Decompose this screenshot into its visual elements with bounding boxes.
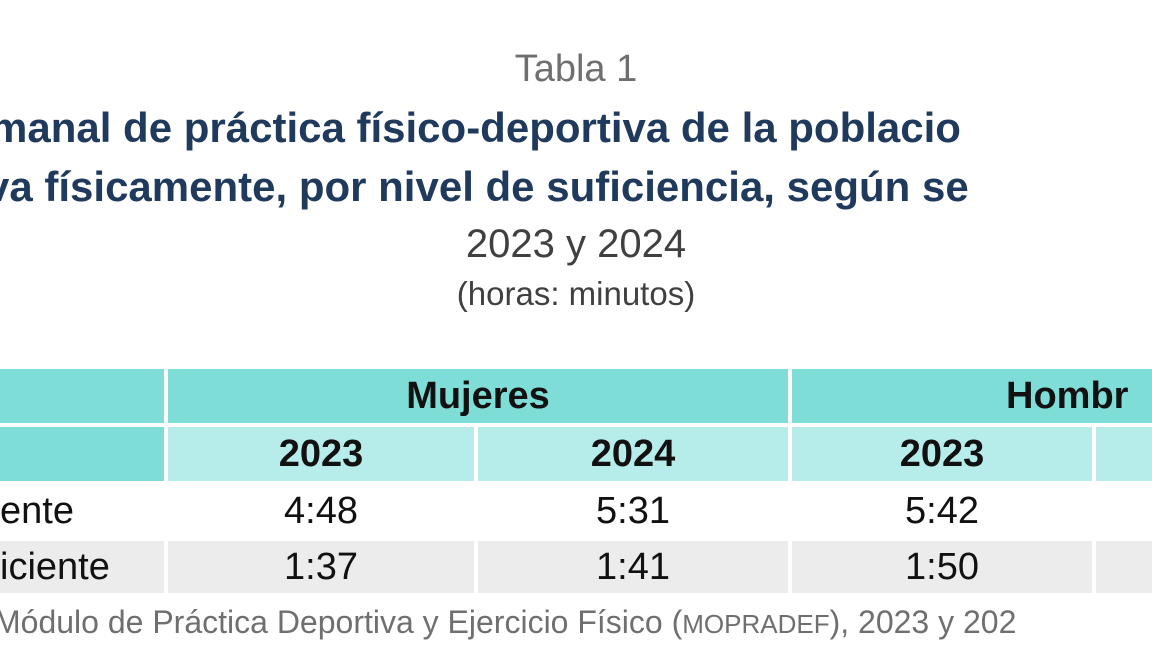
table-title-line-1: manal de práctica físico-deportiva de la… bbox=[0, 104, 961, 151]
row-label-insufficient: iciente bbox=[0, 541, 164, 593]
source-prefix: Módulo de Práctica Deportiva y Ejercicio… bbox=[0, 604, 683, 640]
source-acronym: MOPRADEF bbox=[682, 609, 830, 639]
cell-men-2023-sufficient: 5:42 bbox=[792, 485, 1092, 537]
cell-men-2024-insufficient bbox=[1096, 541, 1152, 593]
group-header-women: Mujeres bbox=[168, 369, 788, 423]
year-header-men-2024 bbox=[1096, 427, 1152, 481]
header-corner-2 bbox=[0, 427, 164, 481]
year-header-men-2023: 2023 bbox=[792, 427, 1092, 481]
cell-women-2023-insufficient: 1:37 bbox=[168, 541, 474, 593]
row-label-sufficient: ente bbox=[0, 485, 164, 537]
table-period: 2023 y 2024 bbox=[465, 222, 687, 266]
table-title-line-2: va físicamente, por nivel de suficiencia… bbox=[0, 163, 969, 210]
source-suffix: ), 2023 y 202 bbox=[829, 604, 1017, 640]
cell-women-2024-sufficient: 5:31 bbox=[478, 485, 788, 537]
table-units: (horas: minutos) bbox=[456, 275, 696, 312]
cell-men-2023-insufficient: 1:50 bbox=[792, 541, 1092, 593]
table-number: Tabla 1 bbox=[514, 48, 638, 90]
group-header-men: Hombr bbox=[792, 369, 1152, 423]
cell-men-2024-sufficient bbox=[1096, 485, 1152, 537]
header-corner bbox=[0, 369, 164, 423]
cell-women-2023-sufficient: 4:48 bbox=[168, 485, 474, 537]
year-header-women-2023: 2023 bbox=[168, 427, 474, 481]
source-note: Módulo de Práctica Deportiva y Ejercicio… bbox=[0, 604, 1016, 641]
cell-women-2024-insufficient: 1:41 bbox=[478, 541, 788, 593]
year-header-women-2024: 2024 bbox=[478, 427, 788, 481]
